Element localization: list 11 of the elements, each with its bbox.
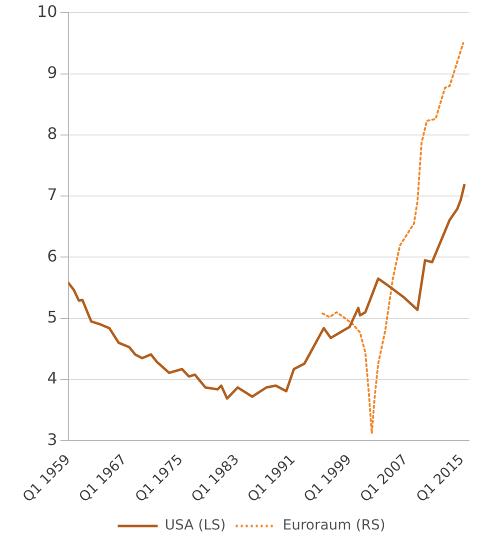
y-tick-label: 8 [47,124,58,144]
y-tick-label: 4 [47,368,58,388]
legend-label: Euroraum (RS) [282,518,386,534]
y-tick-label: 6 [47,246,58,266]
y-tick-label: 9 [47,62,58,82]
line-series [322,42,464,434]
y-tick-label: 5 [47,308,58,327]
y-tick-label: 10 [37,2,58,21]
y-tick-label: 7 [47,185,58,204]
legend-label: USA (LS) [164,518,226,534]
y-tick-label: 3 [47,430,58,449]
